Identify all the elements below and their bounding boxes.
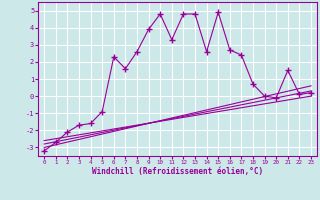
X-axis label: Windchill (Refroidissement éolien,°C): Windchill (Refroidissement éolien,°C) xyxy=(92,167,263,176)
